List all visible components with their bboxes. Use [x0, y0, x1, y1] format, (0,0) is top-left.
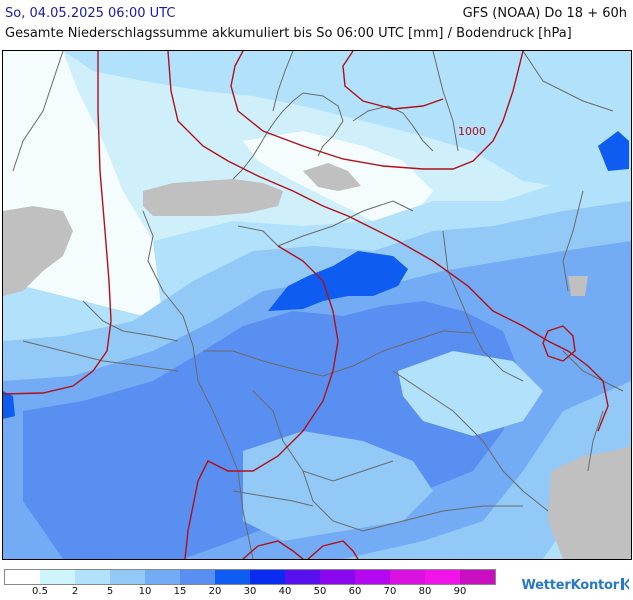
- isobar-west: [3, 51, 112, 395]
- isobar-1000: [230, 51, 524, 170]
- legend-swatch: [390, 570, 425, 584]
- precip-band-15-20-patch: [78, 481, 143, 556]
- brand-logo-icon: [621, 578, 629, 590]
- precip-core-20-30: [268, 251, 408, 311]
- legend-swatch: [75, 570, 110, 584]
- masked-area-southeast: [548, 446, 631, 559]
- map-title: Gesamte Niederschlagssumme akkumuliert b…: [5, 26, 572, 41]
- isobar-south-2: [307, 540, 359, 559]
- legend-swatch: [180, 570, 215, 584]
- masked-area-baltic: [303, 163, 361, 191]
- legend-swatch: [355, 570, 390, 584]
- legend-swatch: [145, 570, 180, 584]
- masked-area-north-sea: [143, 179, 283, 216]
- legend-swatch: [5, 570, 40, 584]
- isobars: [3, 51, 609, 559]
- legend-label: 0.5: [32, 586, 48, 597]
- legend-label: 20: [208, 586, 222, 597]
- legend-label: 40: [278, 586, 292, 597]
- legend-label: 2: [71, 586, 79, 597]
- legend-swatch: [40, 570, 75, 584]
- header-model: GFS (NOAA) Do 18 + 60h: [462, 6, 627, 21]
- legend-label: 90: [453, 586, 467, 597]
- legend-labels: 0.5 2 5 10 15 20 30 40 50 60 70 80 90: [4, 586, 504, 600]
- masked-area-england: [3, 206, 73, 296]
- precipitation-map[interactable]: 1000: [2, 50, 632, 560]
- legend-label: 15: [173, 586, 187, 597]
- brand-logo-text: WetterKontor: [521, 578, 619, 593]
- legend-swatch: [425, 570, 460, 584]
- brand-logo[interactable]: WetterKontor: [521, 578, 629, 593]
- legend-label: 60: [348, 586, 362, 597]
- precip-band-light-south: [243, 431, 433, 541]
- legend-label: 70: [383, 586, 397, 597]
- legend-swatch: [250, 570, 285, 584]
- precip-core-west: [3, 391, 15, 419]
- legend-label: 30: [243, 586, 257, 597]
- country-borders: [12, 51, 624, 559]
- map-canvas: 1000: [3, 51, 631, 559]
- legend-label: 10: [138, 586, 152, 597]
- isobar-north-loop: [167, 51, 609, 432]
- isobar-central: [184, 245, 339, 559]
- legend-label: 80: [418, 586, 432, 597]
- legend-swatch: [110, 570, 145, 584]
- legend-swatch: [460, 570, 495, 584]
- header-date: So, 04.05.2025 06:00 UTC: [5, 6, 176, 21]
- isobar-east-loop: [542, 325, 576, 362]
- precip-band-2-5-north: [63, 51, 631, 191]
- precip-band-light-east: [398, 351, 543, 436]
- precip-core-east: [598, 131, 629, 171]
- masked-area-small: [568, 276, 588, 296]
- legend-swatch: [320, 570, 355, 584]
- legend-swatch: [285, 570, 320, 584]
- isobar-label: 1000: [458, 125, 486, 138]
- isobar-north: [342, 51, 444, 110]
- legend-label: 5: [106, 586, 114, 597]
- legend-label: 50: [313, 586, 327, 597]
- legend-swatch: [215, 570, 250, 584]
- legend-bar: [4, 569, 496, 585]
- isobar-south: [242, 540, 304, 559]
- coastlines: [232, 51, 434, 180]
